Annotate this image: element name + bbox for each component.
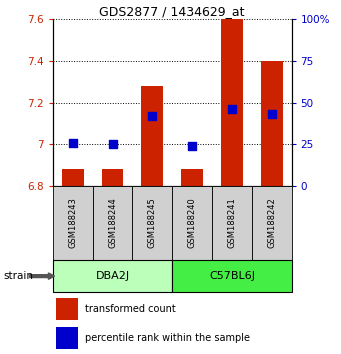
Text: GSM188245: GSM188245 (148, 198, 157, 249)
Bar (93, 186, 132, 260)
Point (269, 112, 275, 117)
Text: transformed count: transformed count (85, 304, 176, 314)
Text: strain: strain (3, 271, 33, 281)
Bar (132, 186, 172, 260)
Text: C57BL6J: C57BL6J (209, 271, 255, 281)
Bar (261, 61, 283, 186)
Bar (212, 186, 252, 260)
Text: GSM188240: GSM188240 (188, 198, 197, 249)
Text: DBA2J: DBA2J (95, 271, 130, 281)
Point (229, 107, 235, 112)
Text: GSM188241: GSM188241 (227, 198, 236, 249)
Bar (181, 169, 203, 186)
Bar (53, 186, 93, 260)
Bar (56, 327, 78, 349)
Bar (102, 169, 123, 186)
Bar (53, 260, 172, 292)
Point (150, 113, 155, 119)
Text: GSM188243: GSM188243 (68, 198, 77, 249)
Point (189, 143, 195, 149)
Bar (56, 298, 78, 320)
Text: percentile rank within the sample: percentile rank within the sample (85, 333, 250, 343)
Text: GSM188244: GSM188244 (108, 198, 117, 249)
Bar (62, 169, 84, 186)
Bar (221, 19, 243, 186)
Title: GDS2877 / 1434629_at: GDS2877 / 1434629_at (100, 5, 245, 18)
Bar (172, 186, 212, 260)
Point (110, 141, 115, 147)
Bar (252, 186, 292, 260)
Point (70, 140, 75, 145)
Text: GSM188242: GSM188242 (267, 198, 276, 249)
Bar (172, 260, 292, 292)
Bar (142, 86, 163, 186)
